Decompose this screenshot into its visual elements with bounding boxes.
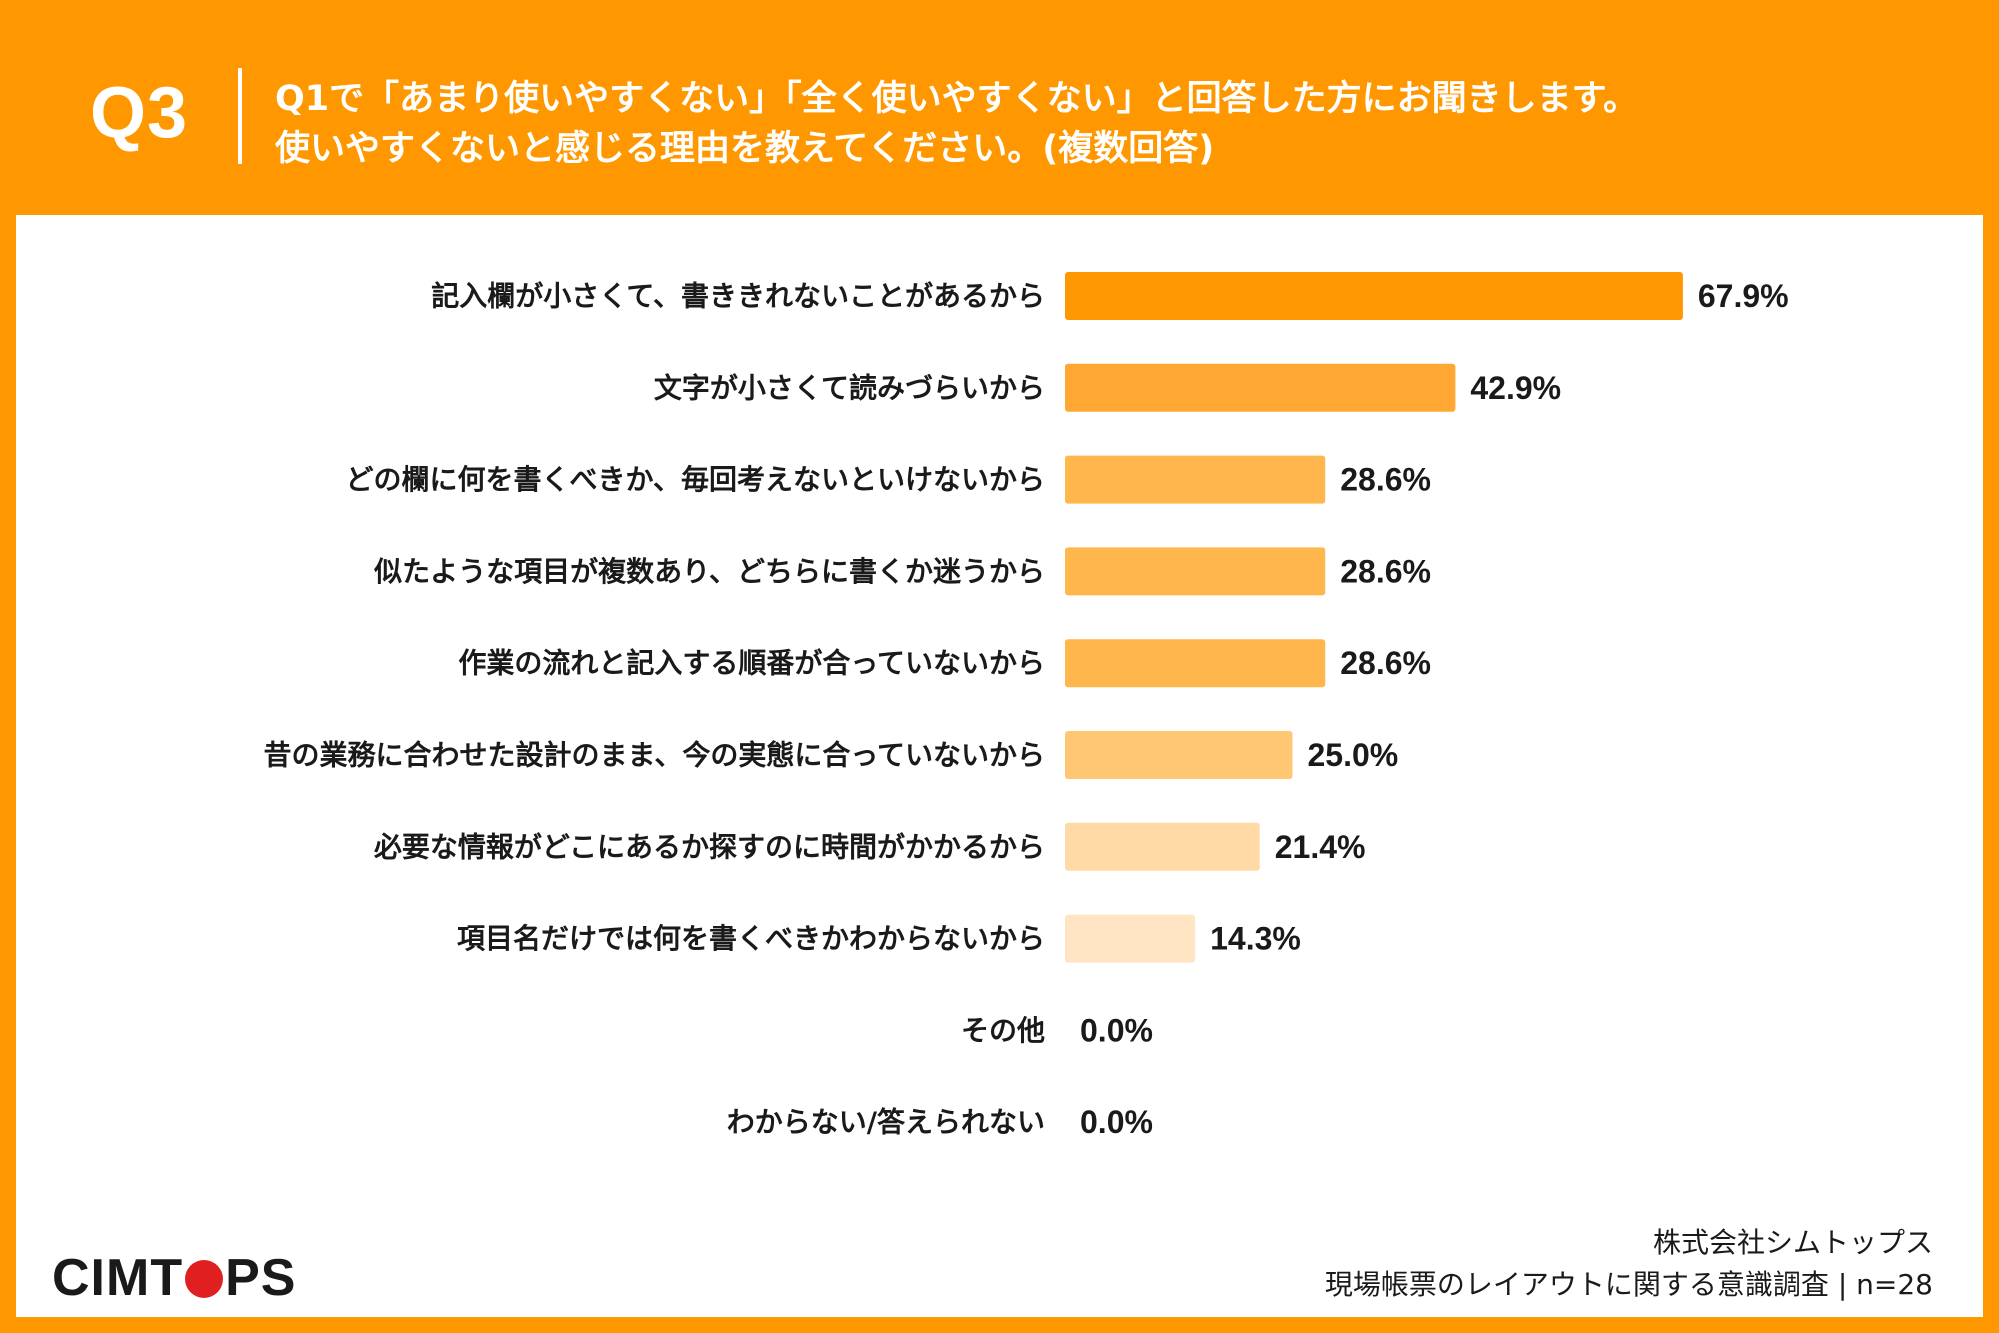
bar bbox=[1065, 455, 1326, 504]
category-label: その他 bbox=[961, 1014, 1045, 1047]
value-label: 67.9% bbox=[1698, 278, 1789, 314]
header: Q3 Q1で「あまり使いやすくない」「全く使いやすくない」と回答した方にお聞きし… bbox=[0, 0, 1999, 215]
value-label: 0.0% bbox=[1080, 1012, 1153, 1048]
category-label: 作業の流れと記入する順番が合っていないから bbox=[458, 647, 1045, 680]
footer-source: 株式会社シムトップス 現場帳票のレイアウトに関する意識調査 | n=28 bbox=[1325, 1222, 1933, 1306]
header-divider bbox=[238, 68, 242, 164]
logo-o-mark bbox=[185, 1260, 224, 1298]
question-number: Q3 bbox=[90, 73, 189, 153]
logo-text-left: CIMT bbox=[52, 1249, 184, 1307]
question-line-1: Q1で「あまり使いやすくない」「全く使いやすくない」と回答した方にお聞きします。 bbox=[275, 79, 1639, 119]
cimtops-logo: CIMT PS bbox=[52, 1248, 296, 1308]
chart-panel bbox=[16, 215, 1983, 1317]
value-label: 28.6% bbox=[1340, 553, 1431, 589]
question-text: Q1で「あまり使いやすくない」「全く使いやすくない」と回答した方にお聞きします。… bbox=[275, 74, 1638, 174]
bar bbox=[1065, 547, 1326, 596]
category-label: 文字が小さくて読みづらいから bbox=[654, 371, 1045, 404]
value-label: 0.0% bbox=[1080, 1104, 1153, 1140]
value-label: 21.4% bbox=[1275, 829, 1366, 865]
question-line-2: 使いやすくないと感じる理由を教えてください。(複数回答) bbox=[275, 129, 1215, 169]
category-label: どの欄に何を書くべきか、毎回考えないといけないから bbox=[346, 463, 1045, 496]
category-label: 昔の業務に合わせた設計のまま、今の実態に合っていないから bbox=[264, 739, 1045, 772]
category-label: わからない/答えられない bbox=[727, 1106, 1045, 1139]
category-label: 項目名だけでは何を書くべきかわからないから bbox=[457, 922, 1045, 955]
bar bbox=[1065, 914, 1196, 963]
category-label: 似たような項目が複数あり、どちらに書くか迷うから bbox=[373, 555, 1045, 588]
value-label: 28.6% bbox=[1340, 462, 1431, 498]
category-label: 必要な情報がどこにあるか探すのに時間がかかるから bbox=[374, 830, 1045, 863]
survey-info: 現場帳票のレイアウトに関する意識調査 | n=28 bbox=[1324, 1268, 1933, 1301]
bar bbox=[1065, 363, 1456, 412]
value-label: 42.9% bbox=[1470, 370, 1561, 406]
bar bbox=[1065, 272, 1683, 320]
value-label: 28.6% bbox=[1340, 645, 1431, 681]
value-label: 14.3% bbox=[1210, 921, 1301, 957]
category-label: 記入欄が小さくて、書ききれないことがあるから bbox=[431, 280, 1045, 313]
logo-text-right: PS bbox=[225, 1249, 297, 1307]
bar bbox=[1065, 822, 1260, 871]
value-label: 25.0% bbox=[1308, 737, 1399, 773]
bar bbox=[1065, 731, 1293, 779]
bar bbox=[1065, 639, 1326, 688]
company-name: 株式会社シムトップス bbox=[1652, 1226, 1933, 1259]
